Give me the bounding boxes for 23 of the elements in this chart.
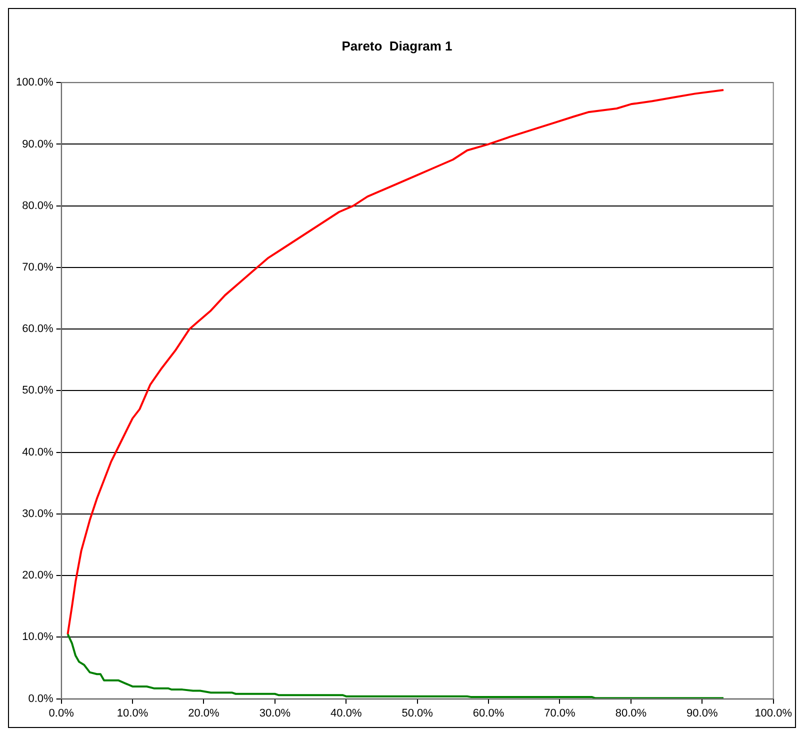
x-tick-label: 30.0% (259, 707, 291, 720)
y-tick-label: 20.0% (22, 570, 54, 582)
x-tick-label: 90.0% (686, 707, 718, 720)
x-tick-label: 80.0% (615, 707, 647, 720)
y-tick-label: 50.0% (22, 384, 54, 397)
x-tick-label: 20.0% (188, 707, 220, 720)
x-tick-label: 40.0% (330, 707, 362, 720)
y-tick-label: 70.0% (22, 261, 54, 274)
y-tick-label: 40.0% (22, 446, 54, 458)
x-tick-label: 50.0% (402, 707, 434, 720)
y-tick-label: 90.0% (22, 138, 54, 150)
x-tick-label: 10.0% (116, 707, 148, 720)
y-tick-label: 80.0% (22, 200, 54, 212)
x-tick-label: 100.0% (754, 707, 792, 720)
y-tick-label: 30.0% (22, 508, 54, 520)
y-tick-label: 60.0% (22, 323, 54, 336)
x-tick-label: 0.0% (48, 707, 74, 720)
y-tick-label: 10.0% (22, 631, 54, 644)
y-tick-label: 100.0% (16, 76, 54, 89)
x-tick-label: 70.0% (544, 707, 576, 720)
chart-title: Pareto Diagram 1 (342, 38, 452, 54)
y-tick-label: 0.0% (28, 692, 54, 705)
x-tick-label: 60.0% (472, 707, 504, 720)
